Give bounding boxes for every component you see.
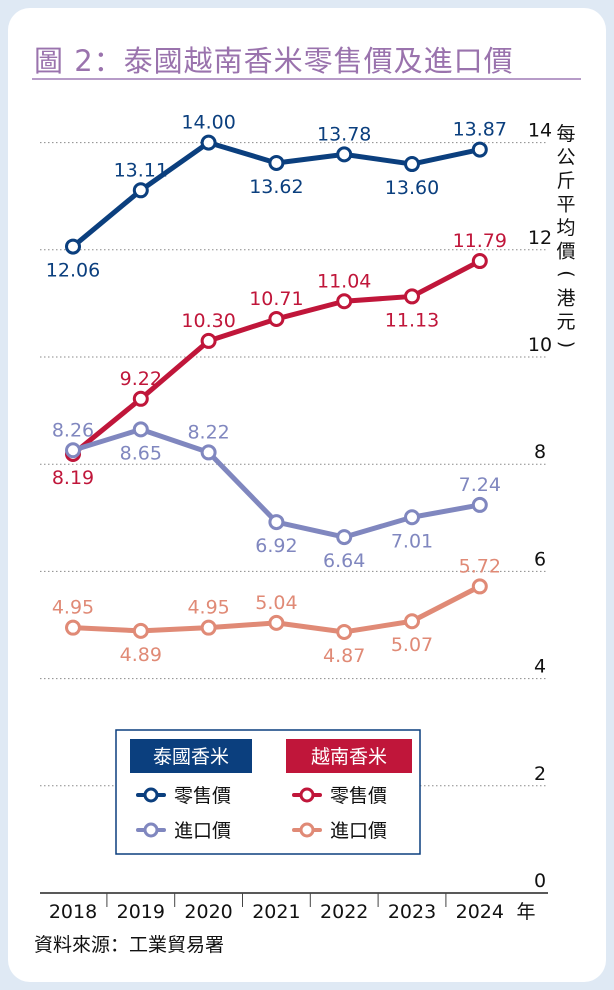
legend-label-thai-retail: 零售價 [174, 785, 231, 807]
data-label-thai_import: 6.92 [255, 535, 297, 557]
data-label-thai_retail: 14.00 [181, 112, 235, 134]
point-thai_retail [268, 154, 285, 171]
data-label-thai_import: 8.22 [187, 421, 229, 443]
point-vn_retail [132, 390, 149, 407]
point-thai_import [200, 444, 217, 461]
x-tick-label: 2018 [49, 901, 97, 923]
point-thai_import [65, 442, 81, 459]
y-tick-label: 6 [534, 548, 546, 570]
point-thai_import [336, 529, 353, 546]
data-label-thai_retail: 13.60 [385, 177, 439, 199]
point-vn_import [200, 619, 217, 636]
y-tick-label: 0 [534, 870, 546, 892]
legend-marker-thai-retail [143, 787, 159, 803]
data-label-vn_retail: 8.19 [52, 467, 94, 489]
point-vn_retail [200, 332, 217, 349]
data-label-thai_retail: 12.06 [46, 260, 100, 282]
data-label-vn_retail: 11.79 [453, 230, 507, 252]
axes: 0 2 4 6 8 10 12 14 2018 2019 2020 2021 2022 2023 2024 年… [40, 120, 578, 923]
data-label-thai_import: 8.65 [120, 442, 162, 464]
y-tick-label: 14 [528, 120, 552, 142]
x-tick-label: 2023 [388, 901, 436, 923]
data-labels: 12.06 13.11 14.00 13.62 13.78 13.60 13.87 8.19 9… [46, 112, 507, 667]
point-vn_import [268, 614, 285, 631]
point-vn_import [404, 613, 420, 630]
legend-label-vn-import: 進口價 [330, 820, 387, 842]
y-tick-label: 12 [528, 227, 552, 249]
data-label-vn_import: 4.95 [187, 597, 229, 619]
point-vn_import [336, 623, 353, 640]
legend-label-vn-retail: 零售價 [330, 785, 387, 807]
legend-marker-vn-retail [299, 787, 315, 803]
data-label-thai_import: 6.64 [323, 550, 365, 572]
data-label-vn_import: 4.95 [52, 597, 94, 619]
legend-marker-thai-import [143, 822, 159, 838]
data-label-vn_import: 5.72 [459, 555, 501, 577]
point-vn_retail [268, 310, 285, 327]
data-label-vn_retail: 11.04 [317, 270, 371, 292]
legend-marker-vn-import [299, 822, 315, 838]
point-thai_import [404, 509, 420, 526]
data-label-vn_retail: 10.30 [181, 310, 235, 332]
legend-header-vn-label: 越南香米 [311, 746, 387, 768]
point-thai_retail [65, 238, 81, 255]
point-thai_retail [404, 156, 420, 173]
data-label-vn_import: 5.04 [255, 592, 297, 614]
source-note: 資料來源：工業貿易署 [34, 934, 225, 956]
point-thai_import [471, 496, 488, 513]
y-axis-label: 每公斤平均價港元 [556, 123, 575, 333]
data-label-vn_import: 4.87 [323, 645, 365, 667]
y-axis-label-paren: ) [556, 341, 578, 348]
point-thai_retail [471, 141, 488, 158]
point-vn_import [471, 578, 488, 595]
legend-header-thai [130, 739, 252, 773]
point-thai_retail [200, 134, 217, 151]
legend-header-vn [286, 739, 412, 773]
data-label-thai_import: 8.26 [52, 419, 94, 441]
x-tick-label: 2021 [252, 901, 300, 923]
data-label-vn_import: 5.07 [391, 634, 433, 656]
data-label-thai_retail: 13.11 [114, 159, 168, 181]
point-vn_retail [471, 253, 488, 270]
point-thai_import [268, 514, 285, 531]
y-tick-label: 2 [534, 763, 546, 785]
chart-title: 圖 2：泰國越南香米零售價及進口價 [34, 44, 514, 78]
point-vn_import [132, 622, 149, 639]
y-tick-label: 4 [534, 656, 546, 678]
series-lines [65, 134, 488, 640]
data-label-thai_import: 7.01 [391, 530, 433, 552]
title-divider [32, 78, 581, 80]
legend: 泰國香米 越南香米 零售價 進口價 零售價 進口價 [115, 729, 421, 855]
y-tick-label: 8 [534, 441, 546, 463]
x-tick-label: 2019 [117, 901, 165, 923]
data-label-vn_retail: 9.22 [120, 368, 162, 390]
x-unit-label: 年 [516, 901, 535, 923]
point-vn_retail [404, 288, 420, 305]
data-label-vn_import: 4.89 [120, 644, 162, 666]
data-label-thai_import: 7.24 [459, 474, 501, 496]
data-label-vn_retail: 10.71 [249, 288, 303, 310]
data-label-thai_retail: 13.62 [249, 176, 303, 198]
x-tick-label: 2022 [320, 901, 368, 923]
point-vn_import [65, 619, 81, 636]
legend-label-thai-import: 進口價 [174, 820, 231, 842]
x-tick-label: 2024 [456, 901, 504, 923]
legend-header-thai-label: 泰國香米 [153, 746, 229, 768]
point-thai_import [132, 421, 149, 438]
point-thai_retail [336, 146, 353, 163]
y-axis-label-paren: ( [556, 270, 578, 277]
data-label-thai_retail: 13.78 [317, 123, 371, 145]
x-tick-label: 2020 [184, 901, 232, 923]
point-vn_retail [336, 293, 353, 310]
y-tick-label: 10 [528, 334, 552, 356]
data-label-thai_retail: 13.87 [453, 119, 507, 141]
data-label-vn_retail: 11.13 [385, 309, 439, 331]
point-thai_retail [132, 182, 149, 199]
